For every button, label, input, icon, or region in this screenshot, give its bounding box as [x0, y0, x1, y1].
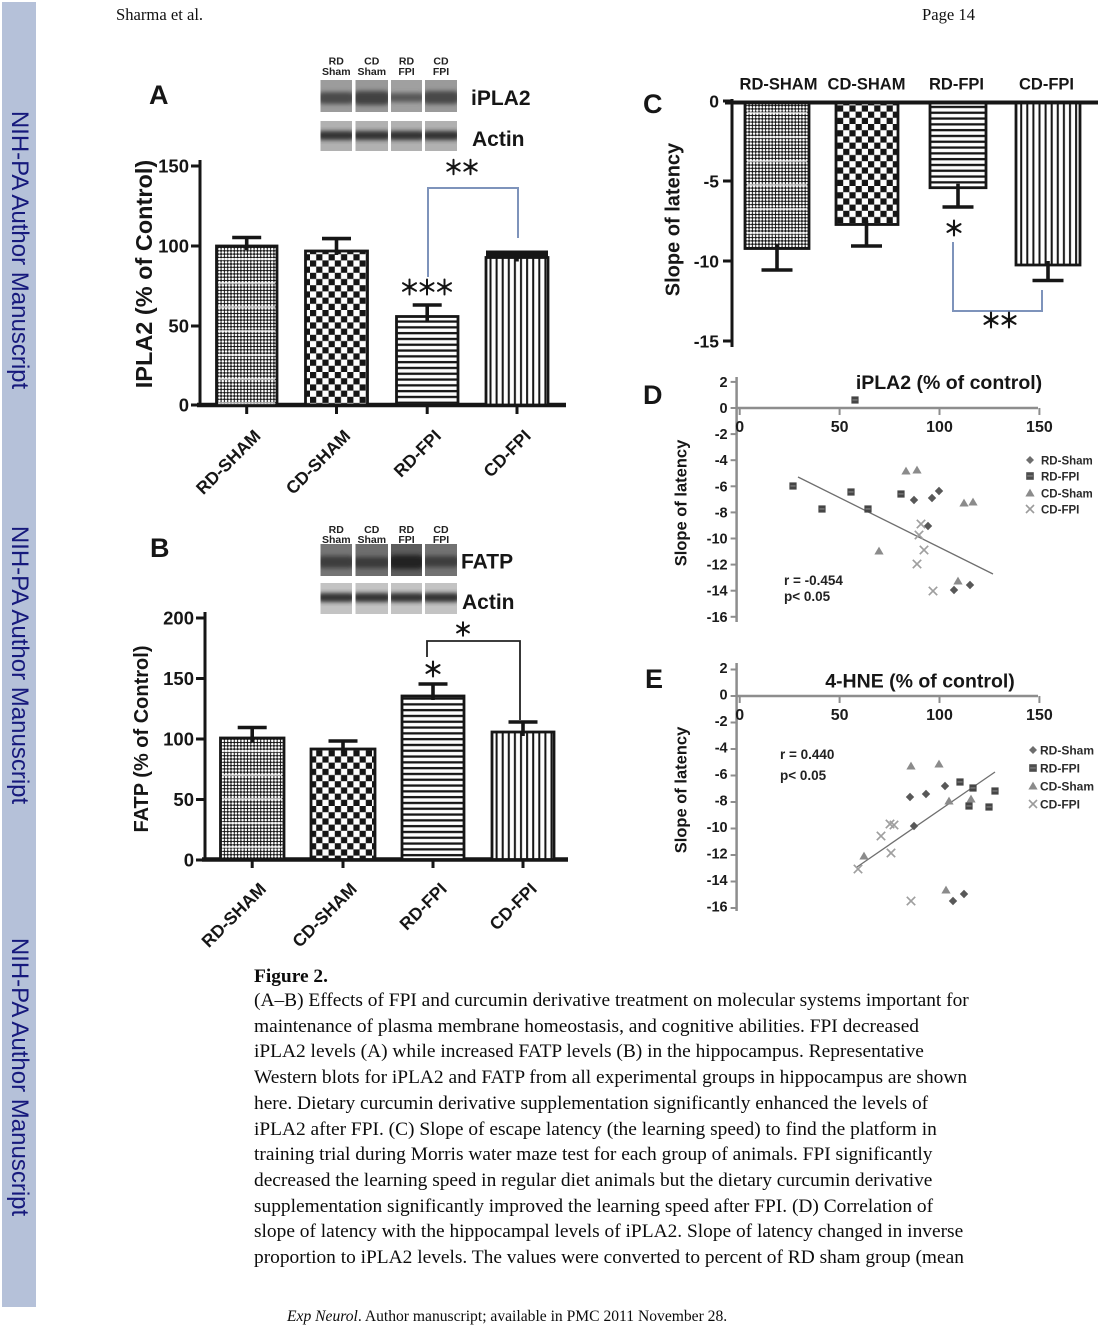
svg-text:RD-Sham: RD-Sham [1041, 456, 1093, 468]
svg-text:-8: -8 [715, 505, 728, 521]
svg-text:RD-SHAM: RD-SHAM [192, 426, 265, 499]
svg-text:-4: -4 [715, 741, 728, 757]
svg-text:CD: CD [433, 524, 449, 536]
svg-text:-10: -10 [694, 252, 720, 272]
svg-text:RD-FPI: RD-FPI [1040, 762, 1080, 776]
svg-text:-14: -14 [707, 873, 728, 889]
svg-text:-2: -2 [715, 427, 728, 443]
svg-text:CD-Sham: CD-Sham [1040, 780, 1094, 794]
svg-text:-14: -14 [707, 584, 728, 600]
svg-text:RD-FPI: RD-FPI [1041, 472, 1079, 484]
svg-text:FATP: FATP [461, 551, 513, 574]
svg-text:-5: -5 [703, 172, 719, 192]
svg-text:CD: CD [364, 524, 380, 536]
svg-text:CD-FPI: CD-FPI [1019, 76, 1074, 94]
svg-text:Slope of latency: Slope of latency [673, 439, 691, 566]
svg-text:iPLA2: iPLA2 [471, 87, 531, 110]
svg-text:A: A [149, 80, 169, 110]
svg-text:RD-FPI: RD-FPI [395, 879, 450, 934]
svg-text:CD-FPI: CD-FPI [479, 426, 534, 481]
svg-text:RD-SHAM: RD-SHAM [740, 76, 818, 94]
svg-text:0: 0 [735, 419, 744, 436]
svg-text:-12: -12 [707, 558, 728, 574]
svg-text:-10: -10 [707, 532, 728, 548]
svg-text:CD: CD [364, 56, 380, 68]
svg-text:FPI: FPI [433, 534, 449, 546]
svg-text:-8: -8 [715, 794, 728, 810]
svg-text:-12: -12 [707, 847, 728, 863]
svg-text:0: 0 [179, 395, 189, 416]
svg-text:200: 200 [163, 608, 194, 629]
svg-text:50: 50 [831, 707, 849, 724]
svg-text:CD-FPI: CD-FPI [1040, 798, 1080, 812]
svg-text:0: 0 [735, 707, 744, 724]
svg-text:RD-FPI: RD-FPI [929, 76, 984, 94]
svg-text:CD-Sham: CD-Sham [1041, 489, 1093, 501]
svg-text:RD-FPI: RD-FPI [390, 426, 445, 481]
svg-text:FPI: FPI [398, 66, 414, 78]
svg-text:0: 0 [184, 850, 194, 871]
svg-text:CD-FPI: CD-FPI [1041, 505, 1079, 517]
svg-text:-4: -4 [715, 453, 728, 469]
svg-text:100: 100 [926, 707, 953, 724]
svg-text:-10: -10 [707, 820, 728, 836]
svg-text:Actin: Actin [472, 128, 525, 151]
svg-text:2: 2 [720, 661, 728, 677]
svg-text:r = 0.440: r = 0.440 [780, 747, 834, 762]
svg-text:-6: -6 [715, 479, 728, 495]
svg-text:r = -0.454: r = -0.454 [784, 573, 843, 588]
svg-text:p< 0.05: p< 0.05 [784, 589, 831, 604]
svg-text:IPLA2 (% of Control): IPLA2 (% of Control) [131, 160, 157, 388]
svg-text:Sham: Sham [322, 534, 351, 546]
svg-text:50: 50 [831, 419, 849, 436]
svg-text:CD-SHAM: CD-SHAM [828, 76, 906, 94]
svg-text:Actin: Actin [462, 591, 515, 614]
svg-text:150: 150 [158, 156, 189, 177]
svg-text:RD: RD [399, 524, 415, 536]
svg-text:-2: -2 [715, 714, 728, 730]
svg-text:0: 0 [720, 401, 728, 417]
svg-text:Slope of latency: Slope of latency [673, 726, 691, 853]
svg-text:iPLA2 (% of control): iPLA2 (% of control) [856, 372, 1042, 394]
svg-text:-16: -16 [707, 900, 728, 916]
svg-text:4-HNE (% of control): 4-HNE (% of control) [825, 671, 1015, 693]
svg-text:CD-SHAM: CD-SHAM [282, 426, 355, 499]
svg-text:150: 150 [1026, 419, 1053, 436]
svg-text:D: D [643, 380, 663, 410]
svg-text:RD: RD [399, 56, 415, 68]
svg-text:100: 100 [158, 236, 189, 257]
svg-text:50: 50 [168, 316, 189, 337]
svg-text:2: 2 [720, 375, 728, 391]
svg-text:CD-SHAM: CD-SHAM [288, 879, 361, 952]
svg-text:CD-FPI: CD-FPI [485, 879, 540, 934]
svg-text:-15: -15 [694, 332, 720, 352]
svg-text:RD: RD [329, 56, 345, 68]
svg-text:Sham: Sham [322, 66, 351, 78]
svg-text:FATP (% of Control): FATP (% of Control) [131, 645, 153, 832]
svg-text:150: 150 [1026, 707, 1053, 724]
svg-text:0: 0 [720, 688, 728, 704]
svg-text:50: 50 [173, 789, 194, 810]
svg-text:FPI: FPI [433, 66, 449, 78]
svg-text:100: 100 [163, 729, 194, 750]
svg-text:0: 0 [709, 92, 719, 112]
svg-text:-6: -6 [715, 767, 728, 783]
svg-text:Sham: Sham [357, 534, 386, 546]
svg-text:-16: -16 [707, 610, 728, 626]
svg-text:C: C [643, 89, 663, 119]
svg-text:150: 150 [163, 668, 194, 689]
svg-text:CD: CD [433, 56, 449, 68]
svg-text:FPI: FPI [398, 534, 414, 546]
svg-text:RD-Sham: RD-Sham [1040, 744, 1094, 758]
svg-text:100: 100 [926, 419, 953, 436]
svg-text:RD: RD [329, 524, 345, 536]
svg-text:B: B [150, 533, 170, 563]
svg-text:E: E [645, 664, 663, 694]
svg-text:RD-SHAM: RD-SHAM [197, 879, 270, 952]
svg-text:Slope of latency: Slope of latency [663, 142, 685, 296]
svg-text:Sham: Sham [357, 66, 386, 78]
svg-text:p< 0.05: p< 0.05 [780, 768, 827, 783]
